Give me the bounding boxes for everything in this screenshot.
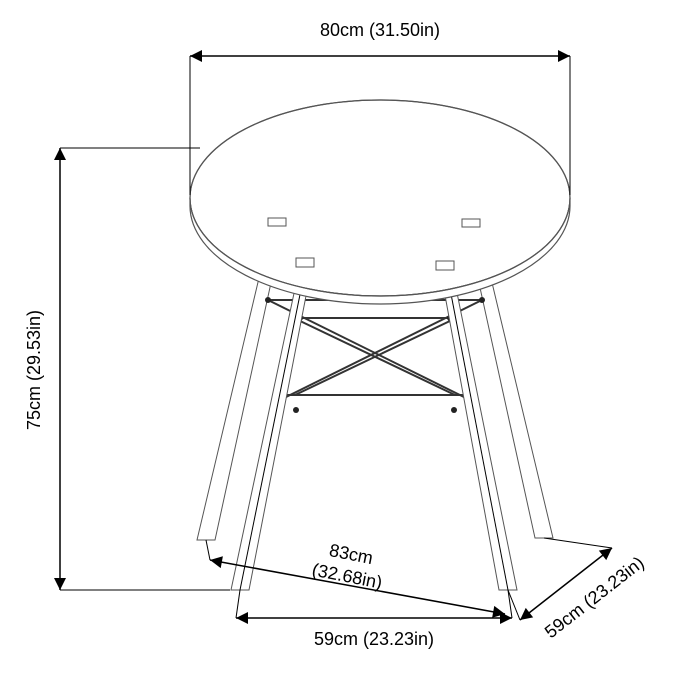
table-top: [190, 100, 570, 304]
dimension-base-front: 59cm (23.23in): [236, 590, 512, 649]
dim-height-label: 75cm (29.53in): [24, 310, 44, 430]
dim-base-front-label: 59cm (23.23in): [314, 629, 434, 649]
dim-top-width-label: 80cm (31.50in): [320, 20, 440, 40]
dimension-base-side: 59cm (23.23in): [508, 538, 648, 642]
leg-front-left: [231, 265, 312, 590]
dim-diagonal-in: (32.68in): [310, 560, 384, 593]
technical-drawing: 80cm (31.50in) 75cm (29.53in) 83cm (32.6…: [0, 0, 700, 700]
leg-front-right: [440, 268, 517, 590]
table-drawing: [190, 100, 570, 590]
dim-base-side-label: 59cm (23.23in): [541, 552, 648, 642]
